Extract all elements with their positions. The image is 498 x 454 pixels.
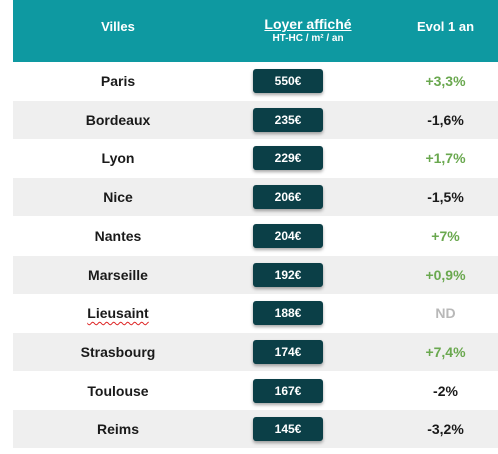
city-name: Nice bbox=[103, 189, 133, 206]
evolution-value: +7,4% bbox=[425, 343, 466, 360]
table-row: Reims 145€ -3,2% bbox=[13, 410, 498, 449]
evolution-value: -3,2% bbox=[427, 421, 464, 438]
city-name: Marseille bbox=[88, 266, 148, 283]
city-name: Paris bbox=[100, 73, 136, 89]
evolution-value: +0,9% bbox=[425, 266, 466, 283]
header-loyer-subtitle: HT-HC / m² / an bbox=[272, 33, 344, 44]
city-name: Strasbourg bbox=[80, 343, 156, 360]
price-badge: 204€ bbox=[253, 223, 323, 248]
city-name: Lieusaint bbox=[87, 305, 149, 322]
evolution-value: -2% bbox=[433, 382, 458, 399]
evolution-value: +1,7% bbox=[425, 150, 466, 167]
header-loyer-title: Loyer affiché bbox=[264, 16, 352, 32]
price-badge: 192€ bbox=[253, 262, 323, 287]
header-loyer: Loyer affiché HT-HC / m² / an bbox=[223, 17, 393, 45]
price-badge: 235€ bbox=[253, 107, 323, 132]
table-row: Paris 550€ +3,3% bbox=[13, 62, 498, 100]
price-badge: 206€ bbox=[253, 185, 323, 210]
table-row: Toulouse 167€ -2% bbox=[13, 372, 498, 410]
table-row: Lieusaint 188€ ND bbox=[13, 294, 498, 332]
evolution-value: +7% bbox=[431, 227, 460, 244]
table-row: Strasbourg 174€ +7,4% bbox=[13, 332, 498, 371]
price-badge: 188€ bbox=[253, 301, 323, 326]
table-row: Nantes 204€ +7% bbox=[13, 217, 498, 255]
price-badge: 145€ bbox=[253, 417, 323, 442]
table-row: Lyon 229€ +1,7% bbox=[13, 139, 498, 177]
header-evol: Evol 1 an bbox=[416, 19, 475, 34]
evolution-value: +3,3% bbox=[425, 73, 466, 89]
price-badge: 167€ bbox=[253, 378, 323, 403]
table-row: Marseille 192€ +0,9% bbox=[13, 255, 498, 294]
evolution-value: ND bbox=[435, 305, 456, 322]
header-villes: Villes bbox=[101, 19, 135, 34]
evolution-value: -1,6% bbox=[427, 111, 464, 128]
evolution-value: -1,5% bbox=[427, 189, 464, 206]
price-badge: 174€ bbox=[253, 339, 323, 364]
city-name: Toulouse bbox=[87, 382, 149, 399]
city-name: Bordeaux bbox=[85, 111, 151, 128]
city-name: Nantes bbox=[94, 227, 142, 244]
city-name: Lyon bbox=[101, 150, 135, 167]
table-header: Villes Loyer affiché HT-HC / m² / an Evo… bbox=[13, 0, 498, 62]
city-name: Reims bbox=[96, 421, 140, 438]
table-row: Bordeaux 235€ -1,6% bbox=[13, 100, 498, 139]
price-badge: 229€ bbox=[253, 146, 323, 171]
price-badge: 550€ bbox=[253, 69, 323, 93]
table-row: Nice 206€ -1,5% bbox=[13, 178, 498, 217]
